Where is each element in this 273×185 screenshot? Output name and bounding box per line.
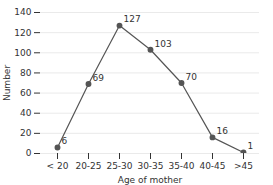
svg-text:35-40: 35-40 bbox=[168, 161, 194, 171]
svg-text:127: 127 bbox=[124, 14, 141, 24]
svg-text:16: 16 bbox=[217, 126, 229, 136]
svg-text:>45: >45 bbox=[234, 161, 253, 171]
svg-text:103: 103 bbox=[155, 39, 172, 49]
svg-text:70: 70 bbox=[186, 72, 198, 82]
svg-text:< 20: < 20 bbox=[47, 161, 69, 171]
svg-text:60: 60 bbox=[20, 88, 32, 98]
svg-text:69: 69 bbox=[93, 73, 105, 83]
svg-text:120: 120 bbox=[14, 28, 31, 38]
svg-text:30-35: 30-35 bbox=[137, 161, 163, 171]
svg-text:20: 20 bbox=[20, 128, 32, 138]
svg-text:20-25: 20-25 bbox=[75, 161, 101, 171]
svg-text:0: 0 bbox=[26, 148, 32, 158]
svg-text:Age of mother: Age of mother bbox=[118, 175, 183, 185]
svg-text:1: 1 bbox=[248, 141, 254, 151]
svg-text:140: 140 bbox=[14, 7, 31, 17]
svg-text:25-30: 25-30 bbox=[106, 161, 132, 171]
svg-text:40-45: 40-45 bbox=[199, 161, 225, 171]
svg-text:80: 80 bbox=[20, 68, 32, 78]
svg-text:Number: Number bbox=[2, 65, 12, 101]
svg-text:40: 40 bbox=[20, 108, 32, 118]
svg-text:100: 100 bbox=[14, 48, 31, 58]
svg-text:6: 6 bbox=[62, 136, 68, 146]
